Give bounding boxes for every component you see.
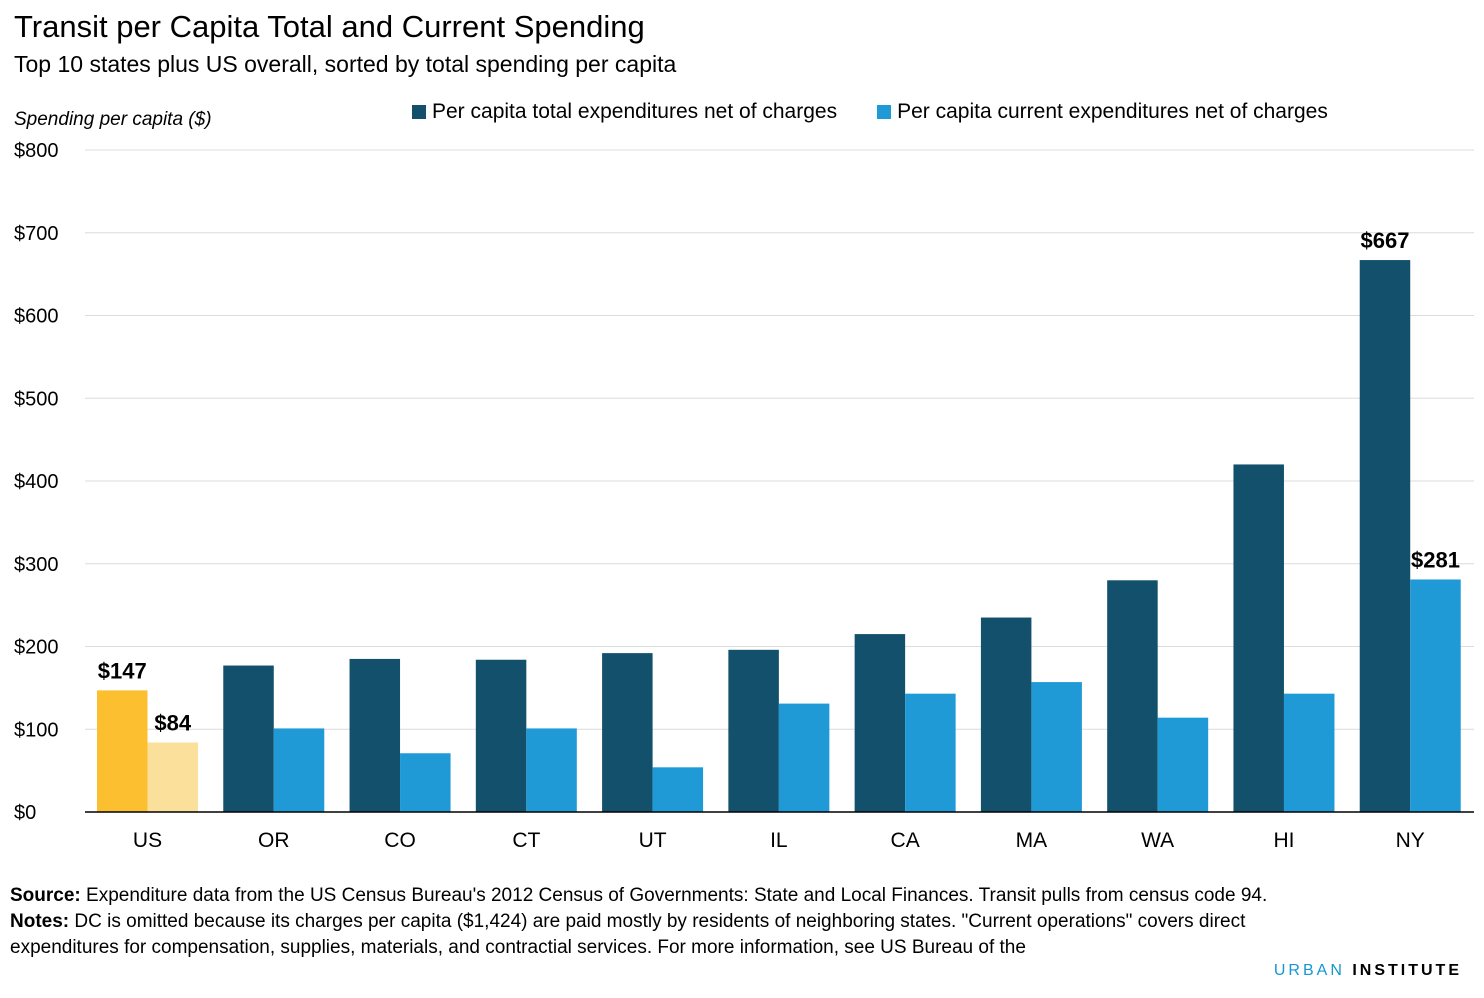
x-tick-label: OR [258, 829, 290, 852]
chart-subtitle: Top 10 states plus US overall, sorted by… [14, 51, 677, 77]
x-tick-label: WA [1141, 829, 1174, 852]
x-tick-label: MA [1016, 829, 1048, 852]
legend-swatch-total [412, 105, 426, 119]
bar-total [1359, 260, 1411, 812]
source-text: Expenditure data from the US Census Bure… [86, 885, 1268, 906]
bar-current [652, 767, 704, 812]
legend-label-total: Per capita total expenditures net of cha… [432, 100, 838, 123]
source-note: Source: Expenditure data from the US Cen… [10, 883, 1280, 909]
y-tick-label: $800 [14, 140, 59, 162]
legend-swatch-current [877, 105, 892, 119]
y-tick-label: $500 [14, 388, 59, 410]
data-label: $84 [154, 710, 191, 735]
data-label: $667 [1361, 228, 1410, 253]
bar-current [778, 703, 830, 812]
bar-chart: $0 $100 $200 $300 $400 $500 $600 $700 $800 US OR CO… [14, 140, 1474, 852]
bar-current [1157, 717, 1209, 812]
notes-label: Notes: [10, 911, 70, 932]
footer-notes: Source: Expenditure data from the US Cen… [10, 883, 1280, 961]
bar-total [349, 658, 401, 812]
bar-total [1233, 464, 1284, 812]
x-tick-label: CA [891, 829, 920, 852]
bar-current [905, 693, 956, 812]
bar-total [475, 659, 527, 812]
legend-item-current: Per capita current expenditures net of c… [877, 97, 1328, 127]
y-tick-label: $700 [14, 223, 59, 245]
bar-current [1031, 682, 1082, 812]
chart-title: Transit per Capita Total and Current Spe… [14, 9, 645, 44]
y-tick-label: $400 [14, 471, 59, 493]
y-tick-label: $0 [14, 802, 36, 824]
bar-current [1410, 579, 1461, 812]
bar-total [602, 653, 653, 812]
bar-current [147, 742, 198, 812]
notes-note: Notes: DC is omitted because its charges… [10, 909, 1280, 961]
bar-total [854, 634, 906, 812]
y-tick-label: $100 [14, 719, 59, 741]
bar-total [980, 617, 1032, 812]
y-tick-label: $300 [14, 554, 59, 576]
source-label: Source: [10, 885, 81, 906]
legend: Per capita total expenditures net of cha… [412, 97, 1328, 127]
bar-current [526, 728, 577, 812]
data-label: $281 [1411, 547, 1460, 572]
notes-text: DC is omitted because its charges per ca… [10, 911, 1246, 958]
x-tick-label: UT [639, 829, 667, 852]
urban-institute-logo: URBAN INSTITUTE [1274, 962, 1462, 980]
bar-current [273, 728, 325, 812]
y-axis-label: Spending per capita ($) [14, 109, 212, 130]
bar-total [728, 649, 779, 812]
bar-total [97, 690, 148, 812]
y-tick-label: $600 [14, 306, 59, 328]
y-tick-label: $200 [14, 637, 59, 659]
data-label: $147 [98, 658, 147, 683]
x-tick-label: NY [1396, 829, 1425, 852]
x-tick-label: CT [512, 829, 540, 852]
x-tick-label: CO [384, 829, 416, 852]
logo-urban: URBAN [1273, 962, 1345, 979]
bar-total [223, 665, 274, 812]
x-tick-label: IL [770, 829, 788, 852]
logo-institute: INSTITUTE [1352, 962, 1462, 979]
legend-label-current: Per capita current expenditures net of c… [897, 100, 1328, 123]
legend-item-total: Per capita total expenditures net of cha… [412, 97, 837, 127]
x-tick-label: US [133, 829, 162, 852]
bar-current [400, 753, 451, 812]
bar-current [1283, 693, 1335, 812]
x-tick-label: HI [1273, 829, 1294, 852]
bar-total [1107, 580, 1158, 812]
